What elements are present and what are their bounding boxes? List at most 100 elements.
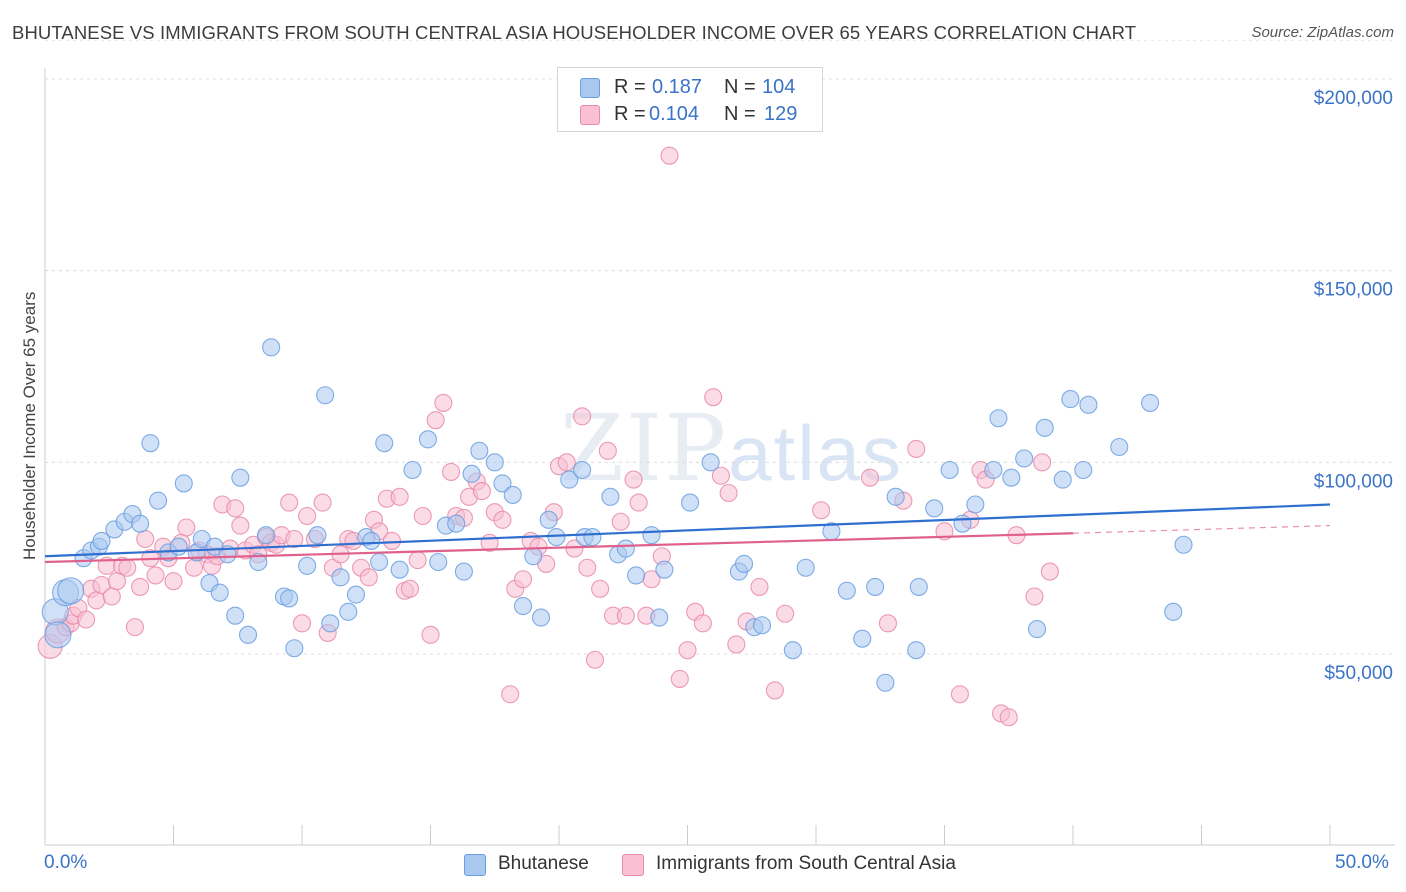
r-label: R =	[614, 76, 646, 98]
point-bhutanese	[876, 673, 895, 692]
point-immigrants	[501, 685, 520, 704]
point-bhutanese	[627, 566, 646, 585]
point-bhutanese	[308, 526, 327, 545]
point-bhutanese	[583, 528, 602, 547]
grid-layer	[45, 40, 1395, 655]
trendline-immigrants	[44, 532, 1074, 564]
r-label: R =	[614, 103, 646, 125]
r-value: 0.104	[649, 103, 700, 125]
point-immigrants	[413, 506, 432, 526]
legend-swatch-blue	[580, 78, 600, 98]
point-bhutanese	[375, 434, 394, 453]
n-value: 104	[762, 76, 796, 98]
point-immigrants	[776, 604, 795, 623]
point-immigrants	[999, 708, 1018, 727]
point-immigrants	[442, 462, 461, 481]
point-immigrants	[812, 501, 831, 520]
point-bhutanese	[650, 608, 669, 627]
point-immigrants	[660, 146, 679, 165]
point-immigrants	[390, 487, 409, 506]
point-bhutanese	[655, 560, 674, 579]
point-bhutanese	[1164, 602, 1183, 621]
point-bhutanese	[907, 641, 926, 660]
point-immigrants	[292, 614, 312, 633]
point-immigrants	[285, 529, 304, 549]
point-bhutanese	[1174, 535, 1193, 554]
point-bhutanese	[796, 558, 815, 577]
point-bhutanese	[503, 485, 522, 504]
point-bhutanese	[316, 386, 335, 405]
point-immigrants	[557, 453, 576, 472]
point-immigrants	[493, 510, 512, 529]
axis-layer	[44, 68, 1395, 846]
point-bhutanese	[925, 499, 944, 518]
legend-swatch-pink	[622, 854, 644, 876]
point-bhutanese	[1053, 470, 1072, 489]
point-bhutanese	[470, 441, 489, 460]
point-immigrants	[591, 579, 610, 598]
point-bhutanese	[1141, 393, 1160, 412]
point-immigrants	[408, 551, 427, 570]
y-tick-labels: $50,000 $100,000 $150,000 $200,000	[1314, 88, 1393, 684]
point-bhutanese	[940, 460, 959, 480]
point-immigrants	[670, 669, 689, 688]
y-tick-label: $100,000	[1314, 471, 1393, 492]
point-bhutanese	[1015, 449, 1034, 468]
point-bhutanese	[953, 514, 972, 533]
point-immigrants	[616, 606, 635, 625]
point-immigrants	[573, 407, 592, 426]
point-bhutanese	[547, 528, 566, 547]
point-immigrants	[624, 470, 643, 489]
point-bhutanese	[256, 526, 276, 545]
point-bhutanese	[210, 583, 229, 602]
n-label: N =	[724, 103, 756, 125]
point-bhutanese	[362, 531, 381, 550]
x-axis-max-label: 50.0%	[1335, 852, 1389, 873]
point-immigrants	[118, 558, 137, 577]
point-immigrants	[704, 388, 723, 407]
point-immigrants	[102, 587, 121, 606]
point-bhutanese	[226, 606, 245, 625]
point-bhutanese	[616, 539, 635, 558]
point-immigrants	[421, 625, 440, 644]
point-bhutanese	[429, 552, 448, 572]
r-value: 0.187	[652, 76, 703, 98]
point-bhutanese	[141, 434, 160, 453]
point-bhutanese	[531, 608, 551, 627]
point-immigrants	[598, 441, 617, 460]
point-bhutanese	[298, 556, 317, 575]
x-axis-min-label: 0.0%	[44, 852, 88, 873]
point-bhutanese	[681, 493, 700, 512]
point-bhutanese	[1002, 468, 1021, 487]
point-immigrants	[565, 539, 584, 558]
point-immigrants	[131, 577, 150, 596]
point-bhutanese	[1027, 620, 1047, 639]
point-bhutanese	[573, 460, 592, 480]
trend-layer	[44, 503, 1331, 564]
point-immigrants	[935, 522, 954, 541]
point-bhutanese	[262, 338, 281, 357]
point-bhutanese	[1110, 437, 1129, 457]
point-immigrants	[280, 493, 299, 512]
point-immigrants	[578, 558, 597, 577]
n-value: 129	[764, 103, 798, 125]
trendline-bhutanese	[44, 503, 1331, 558]
point-bhutanese	[339, 602, 358, 621]
point-bhutanese	[231, 468, 250, 487]
point-bhutanese	[886, 487, 905, 506]
point-immigrants	[907, 439, 926, 458]
point-bhutanese	[989, 409, 1008, 428]
point-immigrants	[185, 558, 204, 577]
point-bhutanese	[249, 552, 268, 572]
point-immigrants	[125, 618, 144, 637]
point-bhutanese	[390, 560, 409, 579]
source-label: Source: ZipAtlas.com	[1251, 24, 1394, 41]
point-bhutanese	[285, 639, 304, 658]
point-immigrants	[231, 516, 250, 535]
point-immigrants	[1040, 562, 1059, 581]
legend-swatch-pink	[580, 105, 600, 125]
point-bhutanese	[149, 491, 168, 510]
point-immigrants	[1025, 587, 1044, 606]
point-immigrants	[611, 512, 630, 531]
